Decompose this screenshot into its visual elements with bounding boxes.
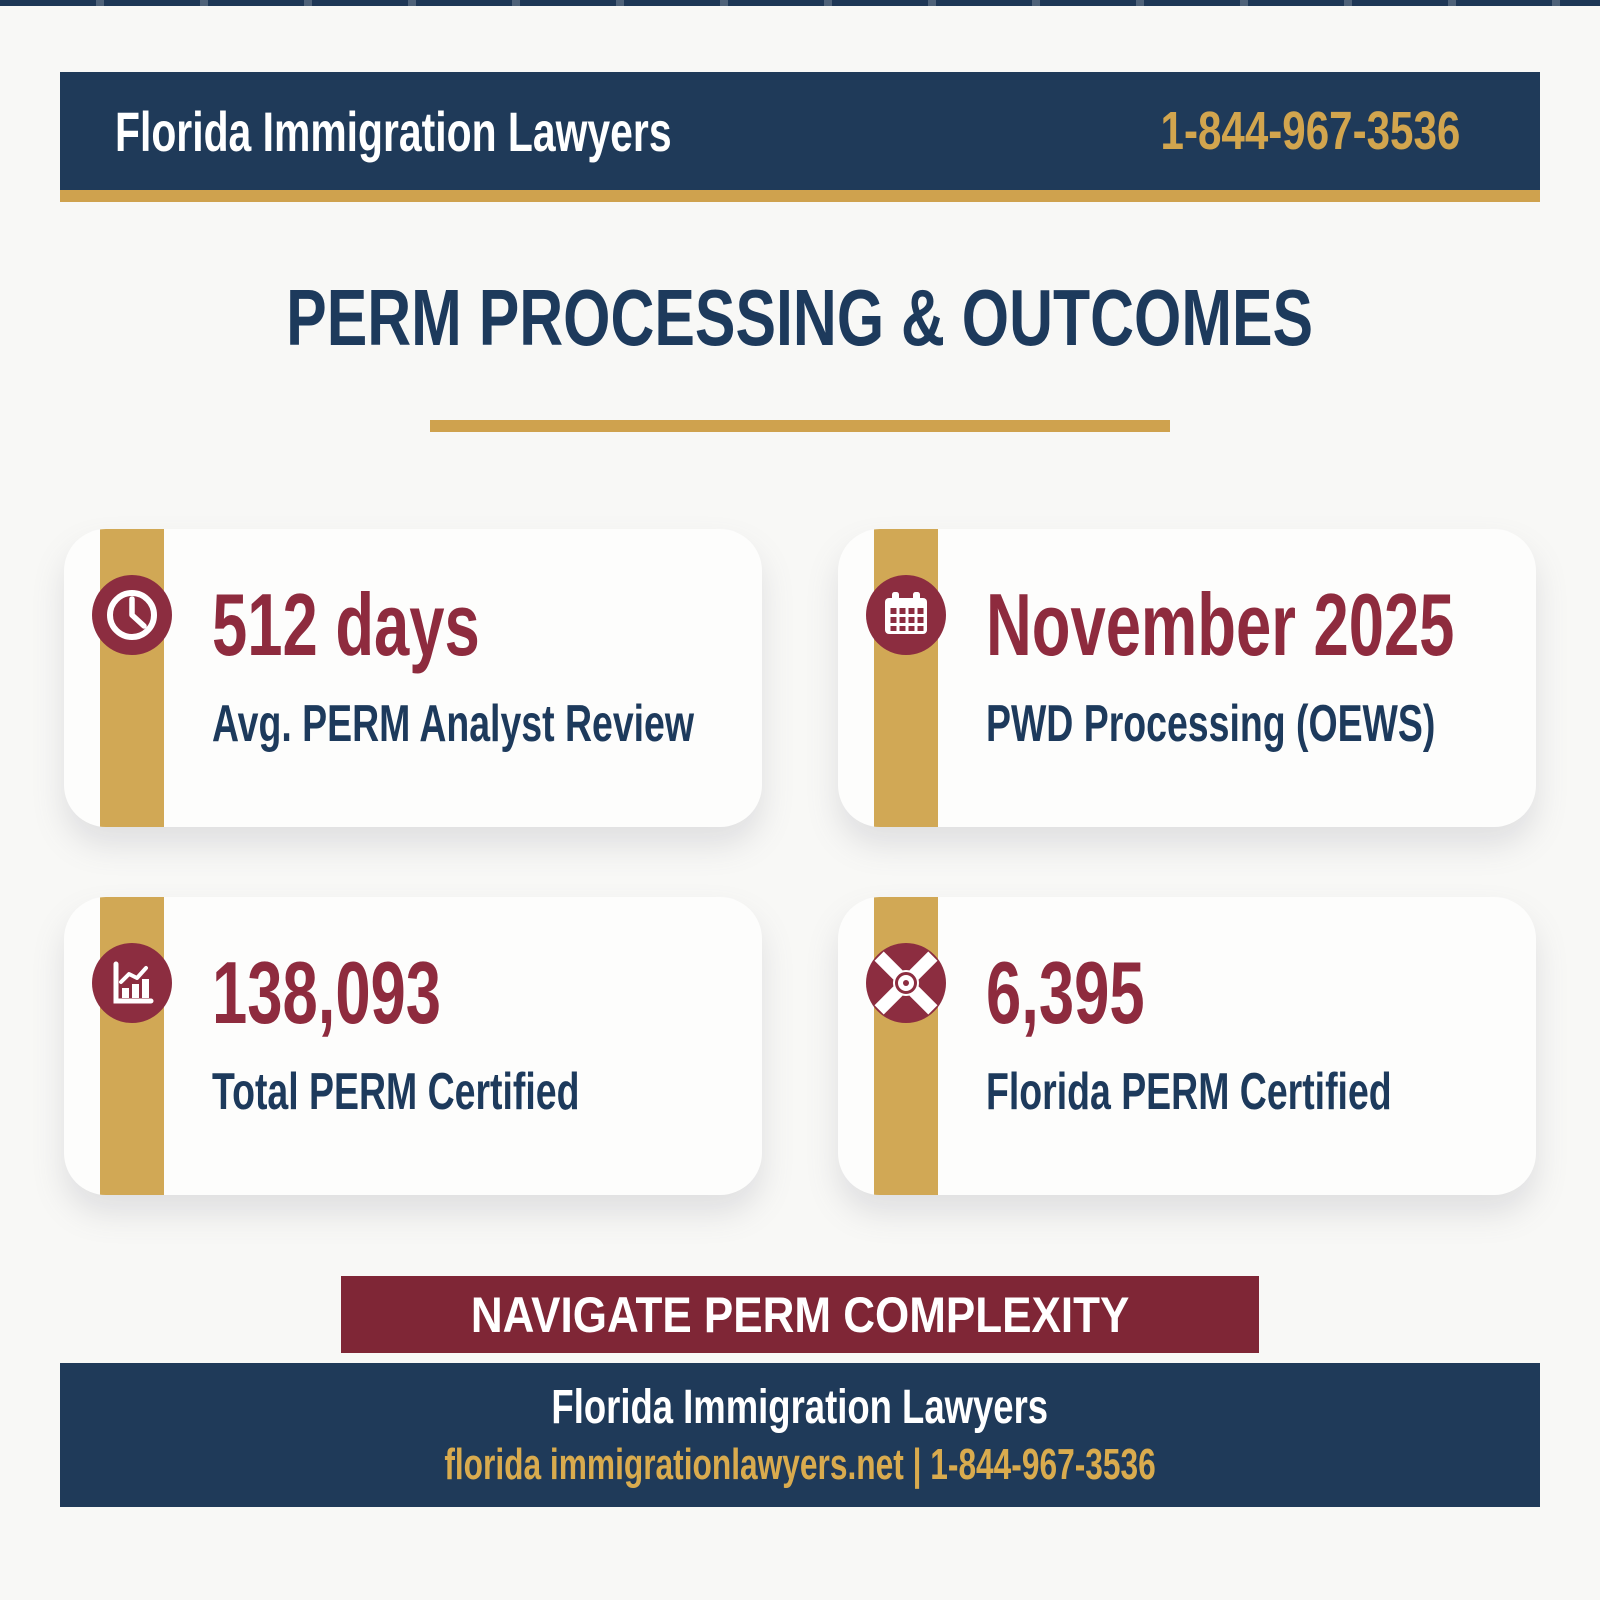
footer-separator: | bbox=[903, 1440, 931, 1490]
page-title: PERM PROCESSING & OUTCOMES bbox=[286, 273, 1314, 362]
florida-flag-icon bbox=[866, 943, 946, 1023]
stats-grid: 512 days Avg. PERM Analyst Review Novemb… bbox=[64, 529, 1536, 1195]
footer-website: florida immigrationlawyers.net bbox=[444, 1440, 904, 1490]
header-brand: Florida Immigration Lawyers bbox=[115, 99, 672, 163]
gold-stripe bbox=[874, 529, 938, 827]
cta-banner: NAVIGATE PERM COMPLEXITY bbox=[341, 1276, 1259, 1353]
header-phone-number: 1-844-967-3536 bbox=[1160, 101, 1460, 161]
cta-banner-label: NAVIGATE PERM COMPLEXITY bbox=[470, 1286, 1130, 1343]
stat-value: November 2025 bbox=[986, 575, 1455, 674]
header-gold-underline bbox=[60, 190, 1540, 202]
stat-label: Avg. PERM Analyst Review bbox=[212, 694, 695, 753]
stat-card-total-certified: 138,093 Total PERM Certified bbox=[64, 897, 762, 1195]
stat-content: 512 days Avg. PERM Analyst Review bbox=[212, 579, 762, 751]
stat-value: 138,093 bbox=[212, 943, 442, 1042]
stat-card-florida-certified: 6,395 Florida PERM Certified bbox=[838, 897, 1536, 1195]
top-border-strip bbox=[0, 0, 1600, 6]
stat-value: 6,395 bbox=[986, 943, 1145, 1042]
stat-card-pwd-processing: November 2025 PWD Processing (OEWS) bbox=[838, 529, 1536, 827]
stat-card-analyst-review: 512 days Avg. PERM Analyst Review bbox=[64, 529, 762, 827]
stat-value: 512 days bbox=[212, 575, 480, 674]
stat-label: Total PERM Certified bbox=[212, 1062, 580, 1121]
footer-phone-number: 1-844-967-3536 bbox=[930, 1440, 1156, 1490]
footer-brand: Florida Immigration Lawyers bbox=[551, 1381, 1049, 1435]
stat-label: PWD Processing (OEWS) bbox=[986, 694, 1436, 753]
calendar-icon bbox=[866, 575, 946, 655]
title-gold-divider bbox=[430, 420, 1170, 432]
bar-chart-icon bbox=[92, 943, 172, 1023]
gold-stripe bbox=[874, 897, 938, 1195]
stat-label: Florida PERM Certified bbox=[986, 1062, 1392, 1121]
stat-content: November 2025 PWD Processing (OEWS) bbox=[986, 579, 1536, 751]
stat-content: 6,395 Florida PERM Certified bbox=[986, 947, 1536, 1119]
clock-icon bbox=[92, 575, 172, 655]
header: Florida Immigration Lawyers 1-844-967-35… bbox=[60, 72, 1540, 190]
footer-contact-line: florida immigrationlawyers.net | 1-844-9… bbox=[444, 1441, 1155, 1489]
footer: Florida Immigration Lawyers florida immi… bbox=[60, 1363, 1540, 1507]
gold-stripe bbox=[100, 897, 164, 1195]
stat-content: 138,093 Total PERM Certified bbox=[212, 947, 722, 1119]
gold-stripe bbox=[100, 529, 164, 827]
